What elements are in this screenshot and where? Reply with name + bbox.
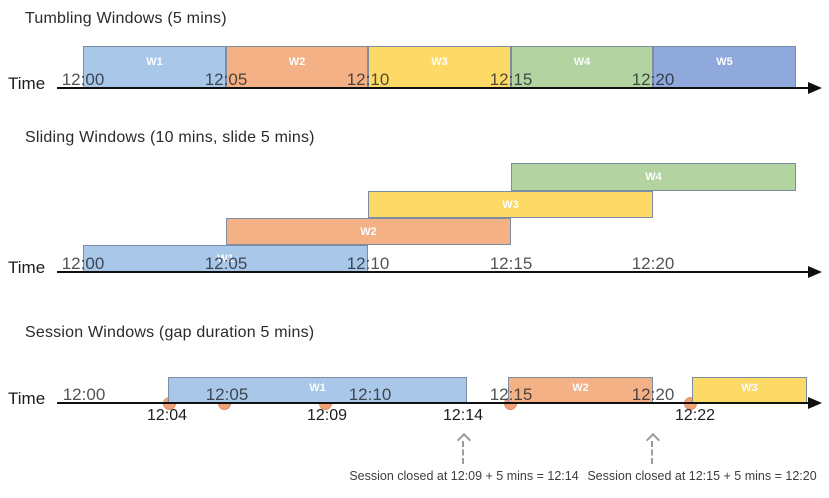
session-close-annotation: Session closed at 12:15 + 5 mins = 12:20 [587, 469, 817, 483]
axis-tick-label: 12:15 [489, 70, 533, 89]
session-time-axis-label: Time [8, 389, 46, 408]
sliding-time-axis [57, 271, 812, 273]
axis-tick-label: 12:05 [204, 70, 248, 89]
session-close-arrow [462, 441, 464, 464]
axis-arrowhead-icon [808, 397, 822, 409]
tumbling-window-w3: W3 [368, 46, 511, 88]
axis-arrowhead-icon [808, 266, 822, 278]
session-time-axis [57, 402, 812, 404]
axis-tick-label: 12:15 [489, 254, 533, 273]
axis-tick-label: 12:05 [205, 385, 249, 404]
session-close-annotation: Session closed at 12:09 + 5 mins = 12:14 [349, 469, 579, 483]
session-window-w3: W3 [692, 377, 807, 404]
tumbling-window-w5: W5 [653, 46, 796, 88]
window-label: W1 [146, 56, 163, 68]
sliding-window-w4: W4 [511, 163, 796, 191]
sliding-section-title: Sliding Windows (10 mins, slide 5 mins) [25, 129, 315, 146]
sliding-time-axis-label: Time [8, 258, 46, 277]
tumbling-time-axis [57, 87, 812, 89]
session-window-w2: W2 [508, 377, 653, 404]
window-label: W5 [716, 56, 733, 68]
window-label: W1 [217, 252, 234, 265]
session-window-w1: W1 [168, 377, 467, 404]
axis-tick-label: 12:00 [61, 254, 105, 273]
axis-tick-label: 12:20 [631, 70, 675, 89]
event-time-label: 12:14 [442, 407, 484, 424]
sliding-window-w2: W2 [226, 218, 511, 245]
axis-tick-label: 12:00 [62, 385, 106, 404]
window-label: W4 [573, 56, 591, 68]
up-arrow-icon [645, 432, 661, 448]
window-label: W3 [502, 198, 519, 211]
event-time-label: 12:09 [306, 407, 348, 424]
sliding-window-w3: W3 [368, 191, 653, 218]
axis-tick-label: 12:10 [346, 254, 390, 273]
axis-tick-label: 12:20 [631, 254, 675, 273]
window-label: W3 [431, 56, 448, 68]
event-time-label: 12:04 [146, 407, 188, 424]
session-close-arrow [651, 441, 653, 464]
axis-tick-label: 12:20 [631, 385, 675, 404]
axis-tick-label: 12:05 [204, 254, 248, 273]
window-label: W2 [360, 225, 377, 238]
axis-arrowhead-icon [808, 82, 822, 94]
axis-tick-label: 12:00 [61, 70, 105, 89]
window-label: W1 [309, 382, 326, 394]
window-label: W2 [572, 382, 589, 394]
window-label: W4 [645, 171, 662, 183]
up-arrow-icon [456, 432, 472, 448]
tumbling-time-axis-label: Time [8, 74, 46, 93]
event-time-label: 12:22 [674, 407, 716, 424]
tumbling-window-w1: W1 [83, 46, 226, 88]
window-label: W2 [288, 56, 306, 68]
axis-tick-label: 12:10 [348, 385, 392, 404]
sliding-window-w1: W1 [83, 245, 368, 272]
session-section-title: Session Windows (gap duration 5 mins) [25, 324, 315, 341]
axis-tick-label: 12:10 [346, 70, 390, 89]
window-label: W3 [741, 382, 758, 394]
tumbling-section-title: Tumbling Windows (5 mins) [25, 10, 227, 27]
axis-tick-label: 12:15 [489, 385, 533, 404]
